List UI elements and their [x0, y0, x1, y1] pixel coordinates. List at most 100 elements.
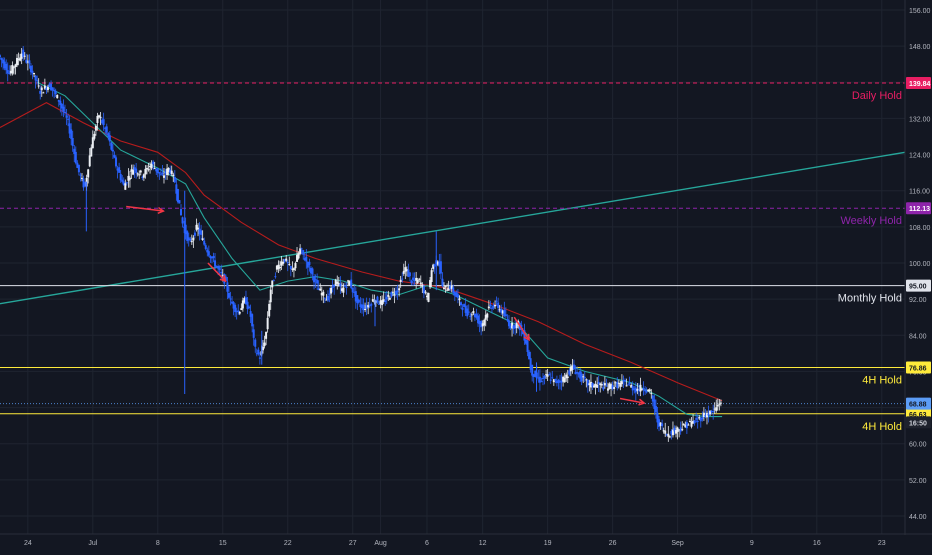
candle[interactable] — [102, 112, 105, 131]
candle[interactable] — [204, 243, 207, 251]
candle[interactable] — [231, 296, 234, 305]
candle[interactable] — [719, 399, 722, 407]
candle[interactable] — [675, 425, 678, 438]
candle[interactable] — [167, 167, 170, 176]
candle[interactable] — [495, 296, 498, 307]
candle[interactable] — [60, 102, 63, 116]
candle[interactable] — [515, 321, 518, 334]
candle[interactable] — [395, 286, 398, 298]
candle[interactable] — [466, 305, 469, 319]
candle[interactable] — [464, 298, 467, 317]
candle[interactable] — [639, 377, 642, 397]
candle[interactable] — [20, 48, 23, 65]
candle[interactable] — [122, 177, 125, 186]
candle[interactable] — [348, 280, 351, 286]
candle[interactable] — [413, 272, 416, 285]
candle[interactable] — [475, 308, 478, 320]
candle[interactable] — [255, 348, 258, 357]
candle[interactable] — [438, 253, 441, 275]
candle[interactable] — [317, 280, 320, 291]
candle[interactable] — [279, 260, 282, 272]
candle[interactable] — [653, 394, 656, 416]
candle[interactable] — [716, 398, 719, 411]
candle[interactable] — [190, 234, 193, 245]
candle[interactable] — [127, 168, 130, 188]
candle[interactable] — [184, 217, 187, 240]
candle[interactable] — [537, 369, 540, 383]
candle[interactable] — [82, 175, 85, 191]
candle[interactable] — [0, 57, 3, 68]
candle[interactable] — [449, 281, 452, 292]
candle[interactable] — [214, 252, 217, 272]
candle[interactable] — [334, 278, 337, 286]
candle[interactable] — [484, 310, 487, 327]
candle[interactable] — [605, 378, 608, 387]
candle[interactable] — [625, 378, 628, 387]
price-axis[interactable]: 156.00148.00140.00132.00124.00116.00108.… — [904, 0, 932, 550]
candle[interactable] — [265, 331, 268, 346]
candle[interactable] — [67, 113, 70, 127]
candle[interactable] — [302, 249, 305, 260]
candle[interactable] — [178, 199, 181, 204]
candle[interactable] — [291, 261, 294, 272]
candle[interactable] — [463, 303, 466, 308]
candle[interactable] — [258, 352, 261, 365]
candle[interactable] — [299, 244, 302, 256]
candle[interactable] — [340, 282, 343, 293]
candle[interactable] — [187, 232, 190, 247]
candle[interactable] — [665, 433, 668, 437]
candle[interactable] — [673, 425, 676, 435]
candle[interactable] — [693, 420, 696, 426]
candle[interactable] — [141, 175, 144, 181]
candle[interactable] — [345, 282, 348, 295]
candle[interactable] — [36, 75, 39, 85]
candle[interactable] — [237, 304, 240, 315]
candle[interactable] — [696, 414, 699, 429]
candle[interactable] — [234, 303, 237, 318]
candle[interactable] — [507, 315, 510, 329]
candle[interactable] — [308, 258, 311, 272]
annotation-arrow[interactable] — [619, 397, 646, 406]
candle[interactable] — [676, 426, 679, 440]
candle[interactable] — [391, 287, 394, 297]
candle[interactable] — [528, 349, 531, 360]
candle[interactable] — [410, 279, 413, 286]
candle[interactable] — [654, 399, 657, 419]
candle[interactable] — [642, 381, 645, 396]
candle[interactable] — [336, 275, 339, 290]
candle[interactable] — [501, 309, 504, 319]
candle[interactable] — [19, 53, 22, 62]
candle[interactable] — [384, 292, 387, 306]
candle[interactable] — [481, 320, 484, 332]
candle[interactable] — [229, 291, 232, 306]
candle[interactable] — [566, 369, 569, 384]
candle[interactable] — [289, 265, 292, 277]
candle[interactable] — [500, 304, 503, 315]
candle[interactable] — [22, 46, 25, 61]
candle[interactable] — [569, 363, 572, 377]
candle[interactable] — [5, 59, 8, 75]
candle[interactable] — [115, 155, 118, 169]
candle[interactable] — [111, 143, 114, 160]
candle[interactable] — [591, 382, 594, 390]
candle[interactable] — [572, 359, 575, 371]
candle[interactable] — [76, 160, 79, 169]
candle[interactable] — [470, 312, 473, 322]
candle[interactable] — [453, 291, 456, 302]
candle[interactable] — [401, 272, 404, 283]
candle[interactable] — [241, 297, 244, 312]
candle[interactable] — [568, 367, 571, 377]
candle[interactable] — [396, 284, 399, 300]
candle[interactable] — [16, 54, 19, 68]
candle[interactable] — [240, 303, 243, 311]
candle[interactable] — [238, 311, 241, 316]
candle[interactable] — [620, 374, 623, 387]
candle[interactable] — [316, 273, 319, 290]
candle[interactable] — [715, 399, 718, 413]
candle[interactable] — [565, 372, 568, 382]
candle[interactable] — [3, 57, 6, 71]
candle[interactable] — [548, 371, 551, 376]
candle[interactable] — [46, 84, 49, 93]
candle[interactable] — [359, 297, 362, 313]
candle[interactable] — [368, 297, 371, 309]
